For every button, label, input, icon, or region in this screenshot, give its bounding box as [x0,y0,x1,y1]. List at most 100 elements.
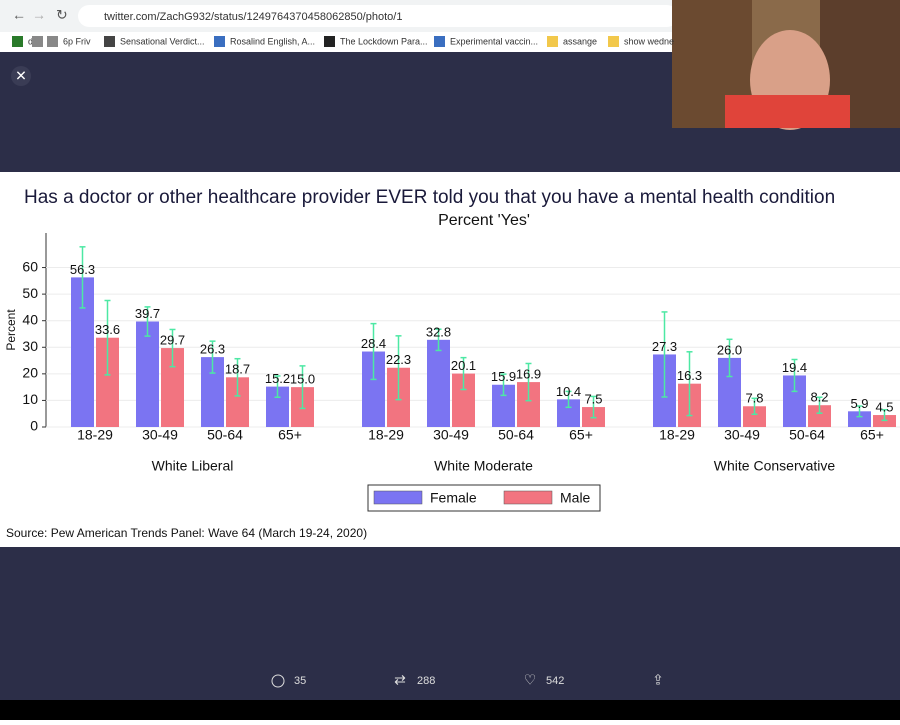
error-bar [565,390,572,409]
value-label: 19.4 [782,360,807,375]
error-bar [500,373,507,397]
bar [718,357,741,427]
x-tick-label: 65+ [278,427,302,443]
bookmark[interactable]: assange [563,36,597,46]
error-bar [460,356,467,391]
value-label: 26.3 [200,342,225,357]
value-label: 8.2 [810,390,828,405]
error-bar [395,335,402,401]
source-note: Source: Pew American Trends Panel: Wave … [6,526,367,540]
value-label: 27.3 [652,339,677,354]
bar [452,373,475,427]
close-button[interactable] [11,66,31,86]
x-tick-label: 18-29 [659,427,695,443]
y-axis-label: Percent [4,309,18,351]
bar [848,411,871,427]
error-bar [661,311,668,398]
error-bar [816,396,823,414]
error-bar [751,397,758,415]
legend-label: Male [560,490,591,506]
bookmark[interactable]: Sensational Verdict... [120,36,205,46]
error-bar [299,365,306,410]
bar [161,348,184,427]
value-label: 15.2 [265,371,290,386]
error-bar [791,358,798,393]
bookmark-icon [434,36,445,47]
x-tick-label: 50-64 [789,427,825,443]
bar [557,399,580,427]
error-bar [234,357,241,397]
error-bar [435,328,442,352]
y-tick-label: 30 [22,338,38,354]
value-label: 15.0 [290,372,315,387]
group-label: White Liberal [152,458,234,474]
bookmark[interactable]: Rosalind English, A... [230,36,315,46]
bookmark-icon [12,36,23,47]
bar [783,375,806,427]
legend-swatch [503,490,553,505]
error-bar [525,362,532,402]
y-tick-label: 60 [22,258,38,274]
like-icon[interactable]: ♡ [524,672,537,688]
reply-icon[interactable] [271,674,285,688]
bar [96,337,119,427]
error-bar [686,351,693,417]
value-label: 5.9 [850,396,868,411]
bar [427,339,450,427]
bar [743,406,766,427]
bar [362,351,385,427]
url-field[interactable] [78,5,678,27]
like-count: 542 [546,675,564,687]
x-tick-label: 18-29 [77,427,113,443]
error-bar [881,408,888,422]
value-label: 15.9 [491,369,516,384]
tweet-actions: 35 ⇄ 288 ♡ 542 ⇪ [271,672,664,688]
bar [226,377,249,427]
x-tick-label: 65+ [860,427,884,443]
bookmark[interactable]: show wedne [624,36,674,46]
bar [71,277,94,427]
retweet-count: 288 [417,675,435,687]
bookmark-icon [47,36,58,47]
bookmark-icon [104,36,115,47]
error-bar [856,405,863,418]
x-tick-label: 30-49 [433,427,469,443]
back-button[interactable]: ← [12,7,26,23]
value-label: 33.6 [95,322,120,337]
value-label: 16.3 [677,368,702,383]
bookmark-icon [547,36,558,47]
error-bar [104,299,111,376]
bookmark-icon [324,36,335,47]
chart-title: Has a doctor or other healthcare provide… [24,187,835,208]
bookmark[interactable]: The Lockdown Para... [340,36,428,46]
bar [201,357,224,427]
value-label: 39.7 [135,306,160,321]
group-label: White Moderate [434,458,533,474]
value-label: 10.4 [556,384,581,399]
error-bar [370,322,377,381]
x-tick-label: 30-49 [724,427,760,443]
value-label: 4.5 [875,399,893,414]
reload-button[interactable]: ↻ [56,7,68,23]
bookmark[interactable]: Experimental vaccin... [450,36,538,46]
x-tick-label: 50-64 [207,427,243,443]
value-label: 7.5 [584,392,602,407]
error-bar [79,246,86,309]
bar [136,321,159,427]
value-label: 26.0 [717,342,742,357]
forward-button[interactable]: → [32,7,46,23]
error-bar [209,340,216,374]
y-tick-label: 0 [30,418,38,434]
share-icon[interactable]: ⇪ [652,672,664,688]
retweet-icon[interactable]: ⇄ [394,672,406,688]
value-label: 22.3 [386,352,411,367]
bar [517,382,540,427]
value-label: 20.1 [451,358,476,373]
bookmark[interactable]: 6p Friv [63,36,91,46]
error-bar [274,375,281,398]
value-label: 7.8 [745,391,763,406]
bar [808,405,831,427]
bookmark-icon [214,36,225,47]
